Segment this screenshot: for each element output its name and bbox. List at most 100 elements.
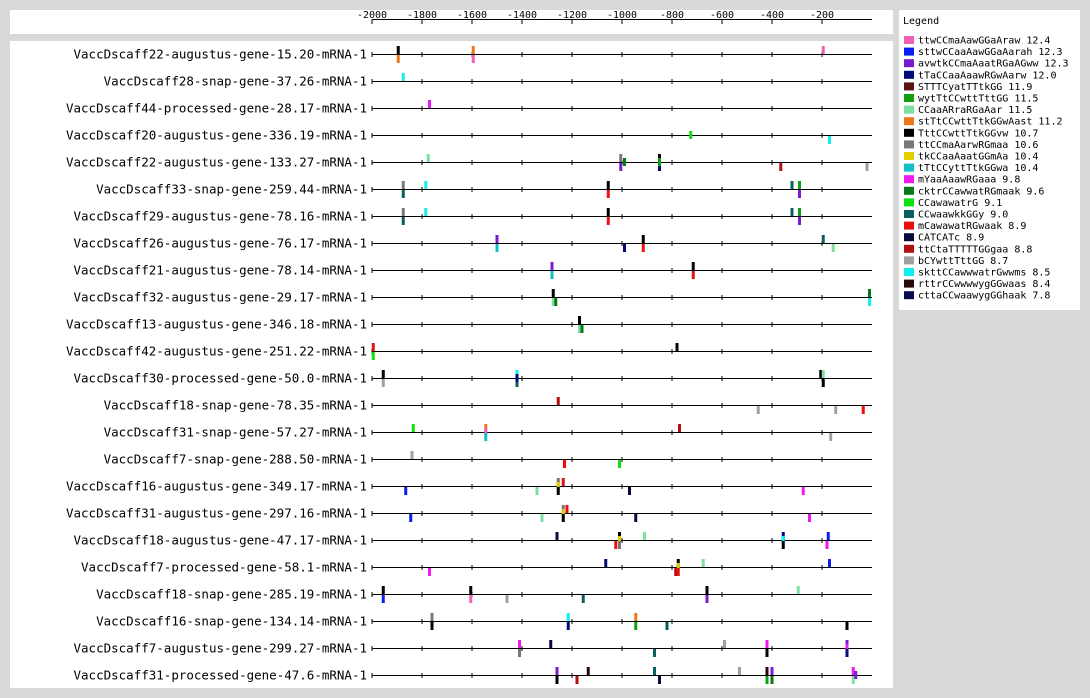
motif-site: [555, 676, 559, 684]
legend-swatch: [904, 140, 914, 149]
motif-site: [401, 181, 405, 189]
motif-site: [618, 541, 621, 549]
motif-site: [606, 181, 610, 189]
motif-site: [779, 163, 783, 171]
motif-site: [653, 667, 656, 675]
motif-site: [798, 190, 801, 198]
gene-label: VaccDscaff21-augustus-gene-78.14-mRNA-1: [74, 263, 368, 278]
motif-site: [819, 370, 823, 378]
motif-site: [781, 541, 785, 549]
motif-site: [851, 676, 855, 684]
legend-entry: CCwaawkkGGy 9.0: [918, 210, 1008, 221]
motif-site: [428, 100, 431, 108]
legend-entry: tTaCCaaAaawRGwAarw 12.0: [918, 70, 1056, 81]
gene-label: VaccDscaff22-augustus-gene-133.27-mRNA-1: [66, 155, 367, 170]
gene-label: VaccDscaff18-augustus-gene-47.17-mRNA-1: [74, 533, 368, 548]
motif-site: [565, 505, 569, 513]
gene-label: VaccDscaff32-augustus-gene-29.17-mRNA-1: [74, 290, 368, 305]
legend-swatch: [904, 59, 914, 68]
gene-label: VaccDscaff26-augustus-gene-76.17-mRNA-1: [74, 236, 368, 251]
legend-swatch: [904, 117, 914, 126]
motif-site: [641, 244, 645, 252]
legend-swatch: [904, 152, 914, 160]
motif-site: [738, 667, 741, 675]
motif-site: [561, 509, 565, 517]
motif-site: [691, 271, 695, 279]
motif-site: [845, 649, 849, 657]
motif-site: [628, 487, 631, 495]
gene-row: VaccDscaff44-processed-gene-28.17-mRNA-1: [66, 100, 872, 116]
motif-site: [665, 622, 669, 630]
motif-site: [381, 595, 385, 603]
legend-entry: stTtCCwttTtkGGwAast 11.2: [918, 117, 1063, 128]
motif-site: [845, 644, 849, 652]
legend: Legend ttwCCmaAawGGaAraw 12.4sttwCCaaAawG…: [903, 16, 1069, 302]
gene-row: VaccDscaff29-augustus-gene-78.16-mRNA-1: [74, 208, 872, 225]
motif-site: [484, 433, 488, 441]
motif-site: [430, 622, 434, 630]
motif-site: [705, 595, 709, 603]
x-tick-label: -1400: [507, 10, 537, 21]
motif-site: [371, 343, 375, 351]
motif-site: [396, 46, 400, 54]
motif-site: [821, 370, 825, 378]
x-tick-label: -1600: [457, 10, 487, 21]
legend-panel: Legend ttwCCmaAawGGaAraw 12.4 sttwCCaaAawG…: [899, 10, 1080, 310]
legend-entry: CCawawatrG 9.1: [918, 198, 1002, 209]
gene-row: VaccDscaff18-snap-gene-78.35-mRNA-1: [104, 397, 872, 414]
gene-row: VaccDscaff28-snap-gene-37.26-mRNA-1: [104, 73, 872, 89]
motif-site: [798, 181, 801, 189]
motif-site: [566, 613, 570, 621]
motif-site: [556, 482, 560, 490]
gene-row: VaccDscaff21-augustus-gene-78.14-mRNA-1: [74, 262, 872, 279]
legend-entry: TttCCwttTtkGGvw 10.7: [918, 128, 1038, 139]
motif-site: [575, 676, 579, 684]
gene-label: VaccDscaff16-augustus-gene-349.17-mRNA-1: [66, 479, 367, 494]
motif-site: [554, 298, 558, 306]
motif-site: [801, 487, 805, 495]
motif-site: [828, 136, 831, 144]
gene-row: VaccDscaff7-augustus-gene-299.27-mRNA-1: [74, 640, 872, 657]
motif-site: [555, 532, 559, 540]
gene-row: VaccDscaff20-augustus-gene-336.19-mRNA-1: [66, 128, 872, 144]
motif-site: [606, 217, 610, 225]
legend-entry: cttaCCwaawygGGhaak 7.8: [918, 291, 1050, 302]
motif-site: [808, 514, 811, 522]
motif-site: [424, 181, 428, 189]
axis-panel: -2000 -1800 -1600 -1400 -1200 -1000 -800 -600 -4…: [10, 10, 893, 34]
gene-row: VaccDscaff30-processed-gene-50.0-mRNA-1: [74, 370, 872, 387]
gene-label: VaccDscaff7-augustus-gene-299.27-mRNA-1: [74, 641, 368, 656]
gene-row: VaccDscaff18-snap-gene-285.19-mRNA-1: [96, 586, 872, 603]
motif-site: [705, 586, 709, 594]
motif-site: [578, 325, 581, 333]
gene-label: VaccDscaff20-augustus-gene-336.19-mRNA-1: [66, 128, 367, 143]
gene-label: VaccDscaff33-snap-gene-259.44-mRNA-1: [96, 182, 367, 197]
gene-label: VaccDscaff31-snap-gene-57.27-mRNA-1: [104, 425, 367, 440]
motif-site: [563, 460, 566, 468]
motif-site: [556, 487, 560, 495]
motif-site: [691, 262, 695, 270]
motif-site: [623, 158, 626, 166]
motif-site: [561, 478, 565, 486]
x-tick-label: -2000: [357, 10, 387, 21]
legend-swatch: [904, 36, 914, 44]
motif-site: [430, 613, 434, 621]
motif-site: [604, 559, 608, 567]
motif-site: [396, 55, 400, 63]
legend-swatch: [904, 233, 914, 242]
motif-site: [641, 235, 645, 243]
motif-site: [634, 613, 638, 621]
motif-site: [411, 424, 415, 432]
motif-site: [518, 640, 521, 648]
motif-site: [643, 532, 646, 540]
motif-site: [798, 217, 801, 225]
motif-site: [566, 622, 570, 630]
gene-row: VaccDscaff42-augustus-gene-251.22-mRNA-1: [66, 343, 872, 360]
motif-site: [834, 406, 838, 414]
motif-site: [829, 433, 833, 441]
motif-site: [831, 244, 835, 252]
motif-site: [381, 370, 385, 378]
legend-entry: CCaaARraRGaAar 11.5: [918, 105, 1032, 116]
motif-site: [401, 190, 405, 198]
legend-entry: mCawawatRGwaak 8.9: [918, 221, 1026, 232]
